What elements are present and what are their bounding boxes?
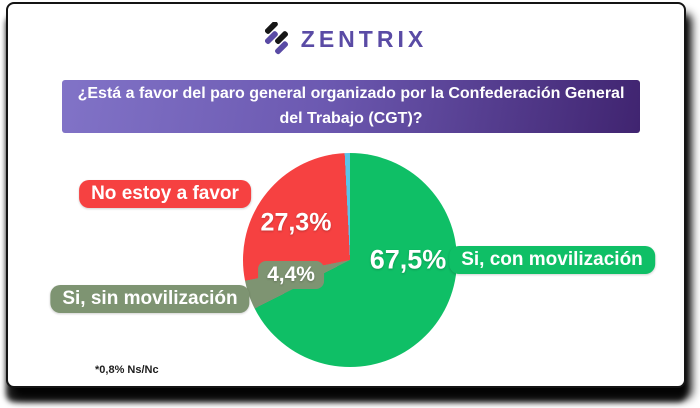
brand-logo: ZENTRIX <box>8 22 684 56</box>
poll-card: ZENTRIX ¿Está a favor del paro general o… <box>6 2 686 388</box>
pie-label-con-movilizacion-pct: 67,5% <box>369 244 447 275</box>
callout-si-sin-movilizacion: Si, sin movilización <box>50 285 250 313</box>
pie-label-sin-movilizacion-pct: 4,4% <box>258 261 324 289</box>
pie-chart <box>243 153 457 367</box>
callout-no-estoy-a-favor: No estoy a favor <box>79 180 251 208</box>
zentrix-stripes-icon <box>264 22 292 56</box>
question-text: ¿Está a favor del paro general organizad… <box>77 84 625 127</box>
pie-label-no-estoy-pct: 27,3% <box>260 208 332 237</box>
footnote-nsnc: *0,8% Ns/Nc <box>95 364 159 376</box>
callout-si-con-movilizacion: Si, con movilización <box>449 246 655 274</box>
question-banner: ¿Está a favor del paro general organizad… <box>62 80 640 133</box>
brand-name: ZENTRIX <box>300 25 428 52</box>
